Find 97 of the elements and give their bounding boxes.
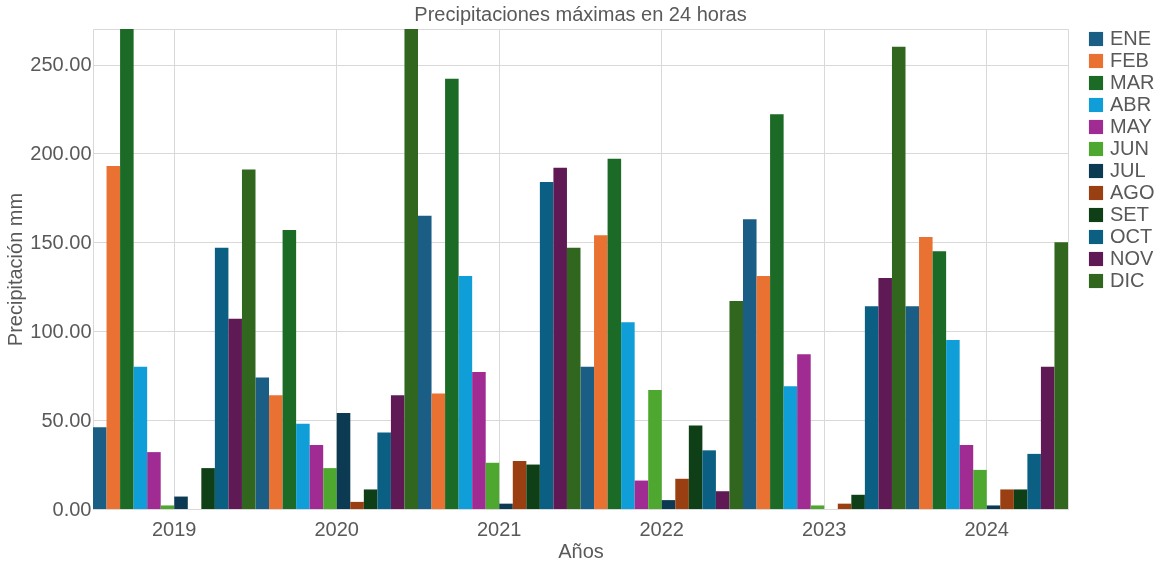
bar xyxy=(1013,489,1028,509)
bar xyxy=(783,386,798,509)
bar xyxy=(688,425,703,509)
bar xyxy=(499,503,513,509)
bar xyxy=(810,505,825,509)
bar xyxy=(363,489,378,509)
bar xyxy=(864,306,879,509)
bar xyxy=(580,366,595,509)
x-tick-label: 2024 xyxy=(964,517,1009,540)
y-tick-label: 250.00 xyxy=(30,53,92,76)
bar xyxy=(174,496,188,509)
bar xyxy=(255,377,270,509)
bar xyxy=(553,167,567,509)
x-tick-label: 2021 xyxy=(477,517,522,540)
legend-label: AGO xyxy=(1110,181,1155,203)
x-axis-title: Años xyxy=(558,539,604,562)
legend-label: SET xyxy=(1110,203,1149,225)
bar xyxy=(729,301,743,509)
y-tick-label: 200.00 xyxy=(30,141,92,164)
bar xyxy=(607,158,622,509)
bar xyxy=(837,503,852,509)
bar xyxy=(282,229,297,509)
bar xyxy=(526,464,540,509)
bar xyxy=(675,478,689,509)
bar xyxy=(878,277,892,509)
bar xyxy=(594,235,608,509)
x-tick-label: 2019 xyxy=(152,517,197,540)
bar xyxy=(241,169,256,509)
y-tick-label: 50.00 xyxy=(41,408,92,431)
legend-label: ABR xyxy=(1110,93,1152,115)
bar xyxy=(323,468,337,509)
bar xyxy=(120,29,134,509)
bar xyxy=(891,46,906,509)
legend-label: MAR xyxy=(1110,71,1155,93)
bar xyxy=(702,450,716,509)
bar xyxy=(269,395,283,509)
bar xyxy=(309,445,324,509)
legend-label: JUL xyxy=(1110,159,1146,181)
bar xyxy=(404,29,418,509)
bar xyxy=(797,354,811,509)
bar xyxy=(1040,366,1055,509)
bar xyxy=(431,393,446,509)
bar xyxy=(458,276,473,509)
bar xyxy=(106,165,121,509)
bar xyxy=(296,423,310,509)
bar xyxy=(661,500,676,509)
bar xyxy=(228,318,242,509)
bar xyxy=(93,427,107,509)
bar xyxy=(973,469,987,509)
bar xyxy=(743,219,757,509)
bar xyxy=(1027,453,1041,509)
y-tick-label: 0.00 xyxy=(52,497,92,520)
bar xyxy=(946,340,960,509)
legend-label: ENE xyxy=(1110,27,1152,49)
bar xyxy=(214,247,229,509)
legend-label: FEB xyxy=(1110,49,1149,71)
bar xyxy=(445,78,459,509)
bar xyxy=(336,413,351,509)
bar xyxy=(621,322,635,509)
bar xyxy=(377,432,391,509)
bar xyxy=(201,468,215,509)
bar xyxy=(905,306,920,509)
bar xyxy=(851,494,865,509)
chart-title: Precipitaciones máximas en 24 horas xyxy=(414,3,747,25)
legend-label: NOV xyxy=(1110,247,1154,269)
bar xyxy=(160,505,175,509)
bar xyxy=(1000,489,1014,509)
bar xyxy=(133,366,148,509)
legend-label: OCT xyxy=(1110,225,1153,247)
legend-label: MAY xyxy=(1110,115,1152,137)
bar xyxy=(648,389,662,509)
y-tick-label: 150.00 xyxy=(30,230,92,253)
bar xyxy=(539,181,554,509)
bar xyxy=(756,276,771,509)
bar xyxy=(959,445,974,509)
x-tick-label: 2020 xyxy=(314,517,359,540)
bar xyxy=(919,237,933,509)
x-tick-label: 2023 xyxy=(802,517,847,540)
bar xyxy=(634,480,649,509)
legend-label: JUN xyxy=(1110,137,1149,159)
legend-label: DIC xyxy=(1110,269,1145,291)
bar xyxy=(350,501,364,509)
bar xyxy=(418,215,432,509)
bar xyxy=(715,491,730,509)
bar xyxy=(770,114,784,509)
bar xyxy=(390,395,405,509)
bar xyxy=(485,462,500,509)
bar xyxy=(566,247,581,509)
bar xyxy=(932,251,947,509)
x-tick-label: 2022 xyxy=(639,517,684,540)
bar xyxy=(472,372,486,509)
y-tick-label: 100.00 xyxy=(30,319,92,342)
bar xyxy=(986,505,1001,509)
bar xyxy=(147,452,161,509)
bar xyxy=(512,461,527,509)
bar xyxy=(1054,242,1068,509)
y-axis-title: Precipitación mm xyxy=(4,192,27,347)
